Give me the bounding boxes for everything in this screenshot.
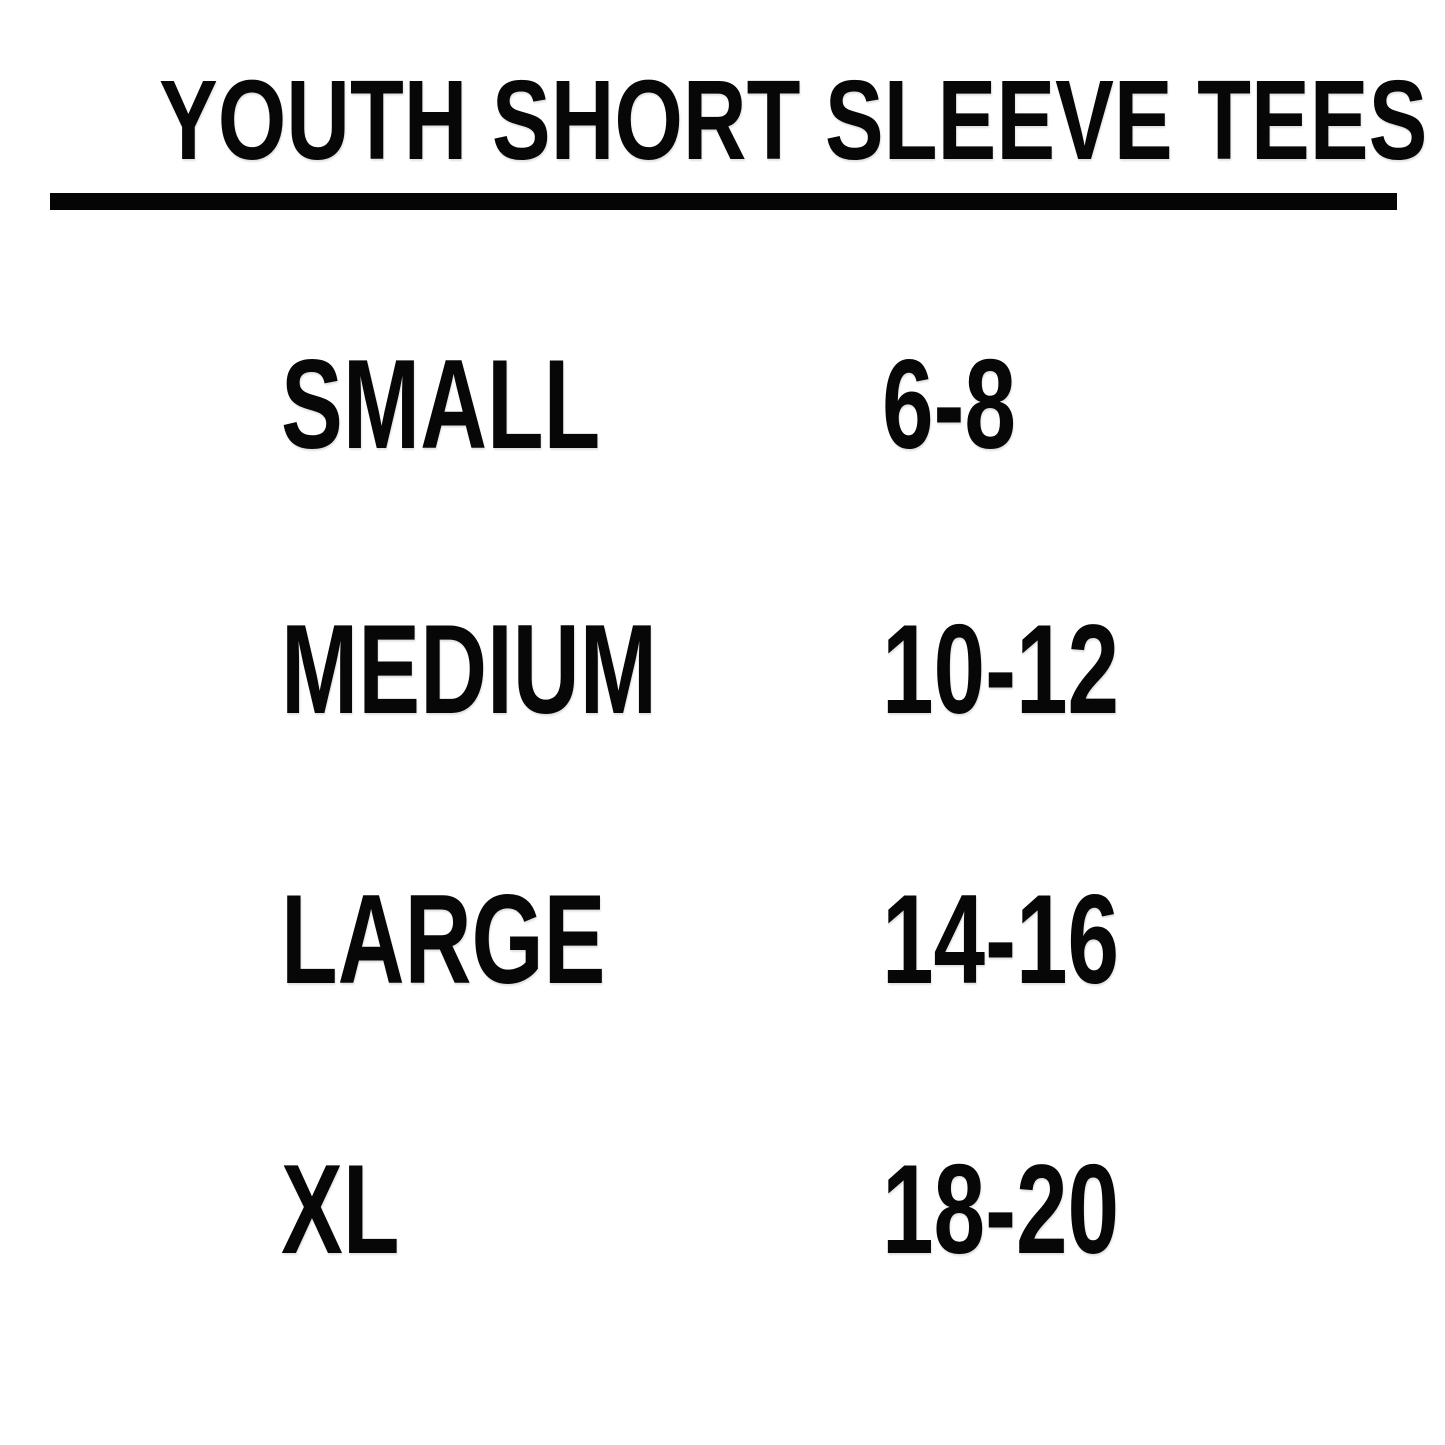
title-divider	[50, 193, 1397, 210]
size-label: XL	[281, 1138, 400, 1280]
size-row-medium: MEDIUM 10-12	[0, 606, 1445, 733]
size-range: 10-12	[882, 598, 1120, 740]
size-row-large: LARGE 14-16	[0, 876, 1445, 1003]
size-label: LARGE	[281, 868, 606, 1010]
size-row-xl: XL 18-20	[0, 1146, 1445, 1273]
size-range: 18-20	[882, 1138, 1120, 1280]
page-title: YOUTH SHORT SLEEVE TEES	[158, 57, 1428, 183]
size-label: SMALL	[281, 333, 601, 475]
size-row-small: SMALL 6-8	[0, 341, 1445, 468]
size-label: MEDIUM	[281, 598, 657, 740]
size-range: 6-8	[882, 333, 1017, 475]
size-range: 14-16	[882, 868, 1120, 1010]
